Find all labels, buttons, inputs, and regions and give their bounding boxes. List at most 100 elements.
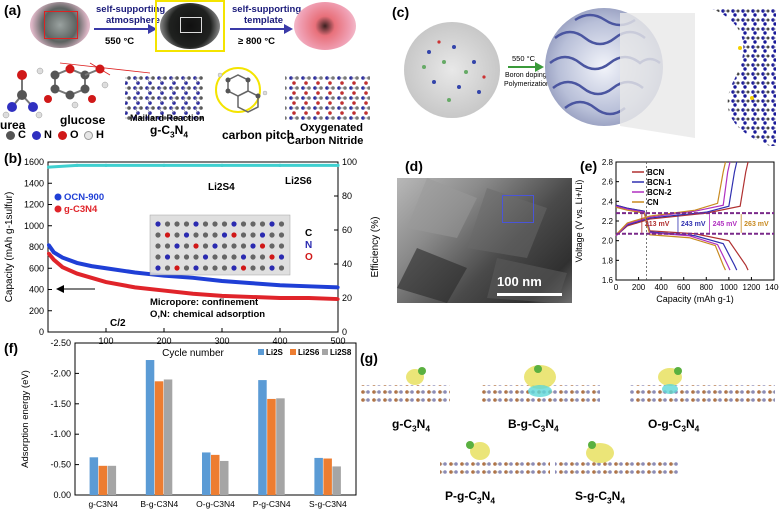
inset-atom — [240, 254, 247, 260]
x-tick-label: 300 — [214, 336, 229, 346]
y2-tick-label: 100 — [342, 157, 357, 167]
inset-atom — [259, 221, 266, 227]
inset-atom — [174, 243, 180, 249]
bar — [267, 398, 276, 495]
arrow-2 — [230, 28, 285, 30]
inset-atom — [278, 254, 285, 260]
inset-atom — [231, 265, 237, 271]
inset-atom — [240, 232, 247, 238]
y-tick-label: 400 — [29, 285, 44, 295]
inset-atom — [155, 265, 161, 271]
x-tick-label: B-g-C3N4 — [140, 499, 178, 509]
bar — [163, 379, 173, 495]
data-point — [336, 297, 340, 301]
x-tick-label: 500 — [330, 336, 345, 346]
gcn-label: g-C3N4 — [150, 123, 189, 140]
inset-atom — [183, 254, 190, 260]
inset-atom — [212, 243, 218, 249]
inset-atom — [231, 243, 237, 249]
data-point — [220, 294, 224, 298]
x-tick-label: 200 — [156, 336, 171, 346]
inset-atom — [183, 232, 190, 238]
inset-atom — [193, 221, 199, 227]
data-point — [220, 279, 224, 283]
gap-label-2: 245 mV — [713, 221, 738, 228]
inset-atom — [278, 265, 285, 271]
x-tick-label: 400 — [654, 283, 668, 292]
bar — [314, 457, 323, 495]
inset-atom — [231, 221, 237, 227]
bar — [145, 360, 155, 495]
panel-e-label: (e) — [580, 158, 598, 174]
voltage-chart: 0 200 400 600 800 1000 1200 1400 1.6 1.8 2.0 2.2 2.4… — [574, 158, 779, 304]
inset-atom — [164, 232, 171, 238]
inset-atom — [231, 232, 237, 238]
inset-atom — [250, 265, 256, 271]
y-tick-label: 1200 — [24, 200, 44, 210]
atom-label-c: C — [305, 228, 312, 239]
data-point — [220, 163, 224, 167]
inset-atom — [221, 221, 228, 227]
data-point — [75, 163, 79, 167]
inset-atom — [278, 243, 285, 249]
y-tick-label: -2.00 — [50, 368, 71, 378]
glucose-molecule — [36, 64, 109, 109]
inset-atom — [240, 265, 247, 271]
bar — [332, 466, 341, 495]
legend-label-2: BCN-2 — [647, 188, 672, 197]
inset-atom — [250, 221, 256, 227]
data-point — [89, 276, 94, 280]
inset-atom — [259, 254, 266, 260]
y-tick-label: 1.8 — [602, 256, 614, 265]
legend-swatch-1 — [290, 349, 296, 355]
data-point — [278, 163, 282, 167]
bar — [98, 465, 108, 495]
arrow-c-text-2: Polymerization — [504, 81, 550, 88]
data-point — [191, 292, 195, 296]
y-tick-label: 0 — [39, 327, 44, 337]
product-label-2: Carbon Nitride — [287, 135, 364, 147]
structure-gcn — [360, 367, 450, 403]
data-point — [75, 261, 79, 265]
inset-atom — [202, 254, 209, 260]
gap-label-0: 213 mV — [645, 221, 670, 228]
bar — [220, 460, 229, 495]
label-bgcn: B-g-C3N4 — [508, 417, 559, 434]
inset-atom — [155, 221, 161, 227]
panel-a-label: (a) — [4, 2, 22, 18]
label-gcn: g-C3N4 — [392, 417, 431, 434]
data-point — [133, 285, 137, 289]
y2-tick-label: 40 — [342, 259, 352, 269]
carbon-pitch-label: carbon pitch — [222, 128, 295, 142]
rate-arrow-head — [56, 285, 64, 293]
photo-inset — [180, 17, 202, 33]
y-tick-label: 1.6 — [602, 276, 614, 285]
data-point — [191, 276, 195, 280]
y2-axis-label: Efficiency (%) — [370, 217, 381, 278]
y-tick-label: 600 — [29, 263, 44, 273]
data-point — [336, 285, 340, 289]
y-tick-label: -0.50 — [50, 460, 71, 470]
inset-atom — [221, 265, 228, 271]
data-point — [46, 165, 51, 169]
inset-atom — [193, 243, 199, 249]
zoom-cone — [620, 13, 695, 138]
data-point — [307, 284, 311, 288]
gap-label-1: 243 mV — [681, 221, 706, 228]
data-point — [278, 296, 282, 300]
inset-atom — [193, 254, 199, 260]
y2-tick-label: 20 — [342, 293, 352, 303]
scale-label: 100 nm — [497, 274, 542, 289]
inset-atom — [202, 243, 209, 249]
inset-atom — [278, 232, 285, 238]
legend-label-1: BCN-1 — [647, 178, 672, 187]
inset-atom — [202, 265, 209, 271]
x-tick-label: 1200 — [743, 283, 761, 292]
precursor-photo — [30, 2, 90, 48]
atom-label-o: O — [305, 252, 313, 263]
label-sgcn: S-g-C3N4 — [575, 489, 626, 506]
data-point — [46, 251, 51, 255]
legend-marker-ocn — [54, 193, 62, 201]
legend-swatch-2 — [322, 349, 328, 355]
highlight-box — [44, 11, 78, 39]
